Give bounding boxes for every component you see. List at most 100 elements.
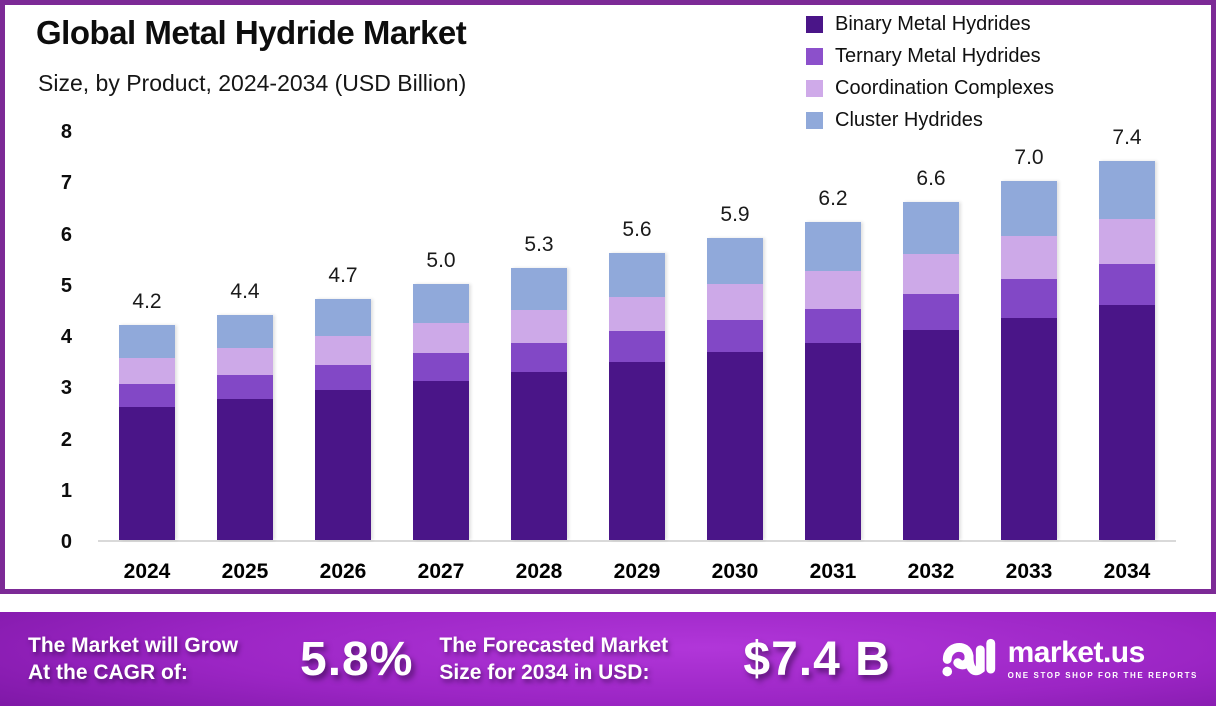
coordination-complexes-segment [903, 253, 959, 295]
y-tick-label: 8 [60, 121, 72, 143]
bar-group-2026: 4.7 [294, 131, 392, 540]
bar-total-label: 6.2 [818, 187, 848, 211]
legend-swatch-icon [806, 80, 823, 97]
x-tick-label: 2033 [1005, 560, 1053, 583]
ternary-metal-hydrides-segment [805, 309, 861, 344]
x-tick-label: 2032 [907, 560, 955, 583]
bar-total-label: 7.0 [1014, 146, 1044, 170]
bar-group-2034: 7.4 [1078, 126, 1176, 540]
cluster-hydrides-segment [609, 253, 665, 298]
bar-total-label: 5.6 [622, 218, 652, 242]
ternary-metal-hydrides-segment [707, 320, 763, 353]
binary-metal-hydrides-segment [1001, 317, 1057, 540]
ternary-metal-hydrides-segment [217, 375, 273, 400]
legend-item-1: Ternary Metal Hydrides [806, 45, 1054, 68]
bar-group-2024: 4.2 [98, 131, 196, 540]
bar-group-2025: 4.4 [196, 131, 294, 540]
binary-metal-hydrides-segment [707, 352, 763, 540]
x-tick-label: 2031 [809, 560, 857, 583]
bar-total-label: 5.0 [426, 248, 456, 272]
cluster-hydrides-segment [413, 283, 469, 323]
coordination-complexes-segment [315, 335, 371, 365]
binary-metal-hydrides-segment [315, 390, 371, 540]
cluster-hydrides-segment [805, 222, 861, 272]
legend-label: Coordination Complexes [835, 77, 1055, 99]
bar-stack [1099, 160, 1155, 540]
cagr-label-line1: The Market will Grow [28, 633, 239, 657]
binary-metal-hydrides-segment [413, 381, 469, 540]
binary-metal-hydrides-segment [511, 371, 567, 540]
bar-group-2027: 5.0 [392, 131, 490, 540]
bar-group-2028: 5.3 [490, 131, 588, 540]
x-tick-label: 2028 [515, 560, 563, 583]
legend-swatch-icon [806, 48, 823, 65]
forecast-label: The Forecasted Market Size for 2034 in U… [439, 632, 727, 687]
x-tick-label: 2029 [613, 560, 661, 583]
bar-total-label: 6.6 [916, 166, 946, 190]
coordination-complexes-segment [119, 358, 175, 384]
cluster-hydrides-segment [119, 324, 175, 359]
bar-total-label: 7.4 [1112, 125, 1142, 149]
forecast-value: $7.4 B [743, 632, 891, 686]
marketus-logo-icon [940, 631, 998, 688]
cagr-label: The Market will Grow At the CAGR of: [28, 632, 294, 687]
ternary-metal-hydrides-segment [1099, 264, 1155, 305]
coordination-complexes-segment [805, 271, 861, 310]
bar-total-label: 4.2 [132, 289, 162, 313]
footer-banner: The Market will Grow At the CAGR of: 5.8… [0, 612, 1216, 706]
x-tick-label: 2025 [221, 560, 269, 583]
y-axis: 0 1 2 3 4 5 6 7 8 [28, 121, 72, 553]
y-tick-label: 0 [60, 531, 72, 553]
bar-group-2031: 6.2 [784, 131, 882, 540]
bar-total-label: 4.4 [230, 279, 260, 303]
bar-stack [217, 314, 273, 540]
x-tick-label: 2027 [417, 560, 465, 583]
logo-name: market.us [1007, 636, 1146, 669]
marketus-logo: market.us ONE STOP SHOP FOR THE REPORTS [940, 631, 1198, 688]
coordination-complexes-segment [1099, 218, 1155, 265]
y-tick-label: 3 [60, 377, 72, 400]
bar-stack [707, 237, 763, 540]
cagr-value: 5.8% [300, 632, 414, 686]
legend-item-2: Coordination Complexes [806, 77, 1054, 100]
x-tick-label: 2030 [711, 560, 759, 583]
y-tick-label: 6 [60, 223, 72, 246]
bar-stack [609, 253, 665, 540]
bar-stack [805, 222, 861, 540]
x-tick-label: 2024 [123, 560, 171, 583]
cluster-hydrides-segment [1099, 160, 1155, 219]
coordination-complexes-segment [413, 322, 469, 354]
bar-group-2032: 6.6 [882, 131, 980, 540]
bar-total-label: 5.9 [720, 202, 750, 226]
legend-item-0: Binary Metal Hydrides [806, 13, 1054, 36]
bar-stack [511, 268, 567, 540]
chart-legend: Binary Metal Hydrides Ternary Metal Hydri… [806, 13, 1054, 132]
plot-area: 4.2 4.4 4.7 5.0 5.3 5.6 5.9 6.2 6.6 7.0 7.4 [98, 126, 1176, 542]
ternary-metal-hydrides-segment [511, 342, 567, 372]
bar-total-label: 4.7 [328, 264, 358, 288]
bar-group-2030: 5.9 [686, 131, 784, 540]
legend-label: Cluster Hydrides [835, 109, 983, 131]
binary-metal-hydrides-segment [805, 343, 861, 540]
coordination-complexes-segment [511, 309, 567, 343]
coordination-complexes-segment [609, 297, 665, 332]
legend-label: Binary Metal Hydrides [835, 13, 1031, 35]
binary-metal-hydrides-segment [217, 399, 273, 540]
forecast-label-line1: The Forecasted Market [439, 633, 669, 657]
logo-tagline: ONE STOP SHOP FOR THE REPORTS [1007, 671, 1198, 680]
cluster-hydrides-segment [707, 237, 763, 284]
bar-stack [315, 299, 371, 540]
cluster-hydrides-segment [511, 268, 567, 310]
coordination-complexes-segment [1001, 236, 1057, 280]
ternary-metal-hydrides-segment [609, 331, 665, 363]
y-tick-label: 5 [60, 274, 72, 297]
cluster-hydrides-segment [1001, 181, 1057, 237]
coordination-complexes-segment [707, 283, 763, 321]
bar-group-2033: 7.0 [980, 131, 1078, 540]
ternary-metal-hydrides-segment [1001, 279, 1057, 318]
legend-label: Ternary Metal Hydrides [835, 45, 1041, 67]
legend-swatch-icon [806, 16, 823, 33]
marketus-logo-text: market.us ONE STOP SHOP FOR THE REPORTS [1007, 636, 1198, 681]
y-tick-label: 7 [60, 172, 72, 195]
